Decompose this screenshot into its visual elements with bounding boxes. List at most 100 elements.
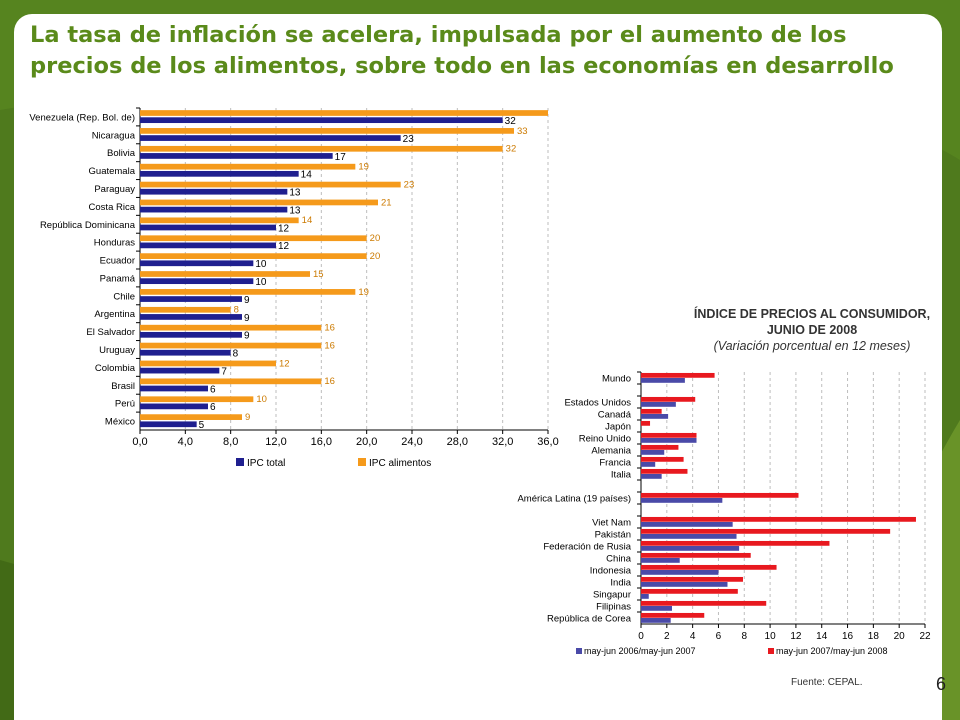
data-label-alimentos: 16 (324, 376, 335, 387)
category-label: Mundo (602, 374, 631, 385)
bar-ipc-total (140, 314, 242, 320)
category-label: Chile (113, 291, 135, 302)
data-label-total: 5 (199, 420, 205, 431)
category-label: América Latina (19 países) (517, 494, 631, 505)
data-label-alimentos: 16 (324, 340, 335, 351)
page-number: 6 (936, 674, 947, 694)
category-label: Filipinas (596, 602, 631, 613)
bar-ipc-total (140, 153, 333, 159)
bar-ipc-alimentos (140, 306, 231, 313)
data-label-total: 12 (278, 241, 290, 252)
bar-2006-2007 (641, 570, 719, 575)
category-label: República de Corea (547, 614, 632, 625)
legend-swatch-alimentos (358, 458, 366, 466)
category-label: Japón (605, 422, 631, 433)
category-label: Reino Unido (579, 434, 631, 445)
bar-2006-2007 (641, 594, 649, 599)
x-tick-label: 12,0 (265, 436, 286, 448)
category-label: Ecuador (100, 256, 135, 267)
bar-ipc-alimentos (140, 128, 514, 134)
bar-ipc-alimentos (140, 110, 548, 116)
bar-2007-2008 (641, 372, 715, 378)
category-label: Costa Rica (89, 202, 136, 213)
category-label: Honduras (94, 238, 135, 249)
x-tick-label: 16 (842, 631, 854, 642)
data-label-total: 14 (301, 170, 313, 181)
source-note: Fuente: CEPAL. (791, 677, 863, 688)
bar-2006-2007 (641, 522, 733, 527)
bar-2006-2007 (641, 534, 737, 539)
x-tick-label: 0,0 (132, 436, 147, 448)
data-label-total: 7 (221, 366, 227, 377)
chart2-subtitle: (Variación porcentual en 12 meses) (713, 339, 911, 353)
bar-2007-2008 (641, 492, 799, 498)
x-tick-label: 10 (765, 631, 777, 642)
x-tick-label: 12 (790, 631, 802, 642)
data-label-total: 9 (244, 295, 250, 306)
inflation-latin-america-chart: 0,0 4,0 8,0 12,0 16,0 20,0 24,0 28,0 32,0 36,0 Ven… (29, 107, 559, 469)
data-label-total: 23 (403, 134, 415, 145)
legend-label-2006-2007: may-jun 2006/may-jun 2007 (584, 646, 696, 656)
category-label: El Salvador (86, 327, 135, 338)
logo-text-bottom: FIAT PANIS (39, 706, 83, 713)
data-label-alimentos: 19 (358, 162, 369, 173)
category-label: China (606, 554, 632, 565)
bar-ipc-total (140, 421, 197, 428)
bar-2007-2008 (641, 468, 688, 474)
category-label: Perú (115, 399, 135, 410)
legend-label-alimentos: IPC alimentos (369, 458, 431, 469)
data-label-total: 10 (255, 259, 267, 270)
category-label: Pakistán (595, 530, 631, 541)
x-tick-label: 24,0 (401, 436, 422, 448)
data-label-alimentos: 8 (234, 305, 239, 316)
data-label-alimentos: 12 (279, 358, 290, 369)
bar-ipc-alimentos (140, 324, 322, 331)
bar-ipc-total (140, 331, 242, 338)
category-label: Paraguay (94, 184, 135, 195)
bar-2007-2008 (641, 432, 697, 438)
x-tick-label: 4,0 (178, 436, 193, 448)
data-label-total: 8 (233, 349, 239, 360)
data-label-alimentos: 21 (381, 197, 392, 208)
bar-ipc-total (140, 170, 299, 177)
bar-ipc-total (140, 117, 503, 124)
bar-2007-2008 (641, 564, 777, 570)
bar-ipc-total (140, 367, 220, 374)
bar-2007-2008 (641, 408, 662, 414)
bar-ipc-alimentos (140, 181, 401, 188)
bar-2007-2008 (641, 588, 738, 594)
bar-2006-2007 (641, 498, 723, 503)
bar-2006-2007 (641, 606, 672, 611)
bar-2006-2007 (641, 378, 685, 383)
bar-2006-2007 (641, 618, 671, 623)
category-label: Brasil (111, 381, 135, 392)
x-tick-label: 20 (894, 631, 906, 642)
data-label-total: 17 (335, 152, 347, 163)
data-label-total: 6 (210, 402, 216, 413)
x-tick-label: 0 (638, 631, 644, 642)
x-tick-label: 28,0 (447, 436, 468, 448)
category-label: Bolivia (107, 148, 136, 159)
bar-2007-2008 (641, 552, 751, 558)
bar-2007-2008 (641, 396, 696, 402)
category-label: Viet Nam (592, 518, 631, 529)
data-label-alimentos: 20 (370, 251, 381, 262)
x-tick-label: 2 (664, 631, 670, 642)
legend-label-2007-2008: may-jun 2007/may-jun 2008 (776, 646, 888, 656)
data-label-alimentos: 9 (245, 412, 250, 423)
bar-ipc-total (140, 135, 401, 141)
bar-ipc-alimentos (140, 271, 310, 277)
category-label: Indonesia (590, 566, 632, 577)
x-tick-label: 4 (690, 631, 696, 642)
data-label-alimentos: 32 (506, 144, 517, 155)
category-label: Francia (599, 458, 631, 469)
x-tick-label: 22 (919, 631, 931, 642)
category-label: Nicaragua (92, 130, 136, 141)
bar-ipc-total (140, 188, 288, 195)
cpi-world-chart: 0 2 4 6 8 10 12 14 16 18 20 22 Mundo Estados UnidosCa… (517, 371, 931, 656)
bar-ipc-alimentos (140, 145, 503, 152)
legend-label-total: IPC total (247, 458, 285, 469)
chart2-heading: ÍNDICE DE PRECIOS AL CONSUMIDOR, JUNIO D… (690, 306, 934, 354)
bar-ipc-alimentos (140, 217, 299, 224)
category-label: Guatemala (89, 166, 136, 177)
